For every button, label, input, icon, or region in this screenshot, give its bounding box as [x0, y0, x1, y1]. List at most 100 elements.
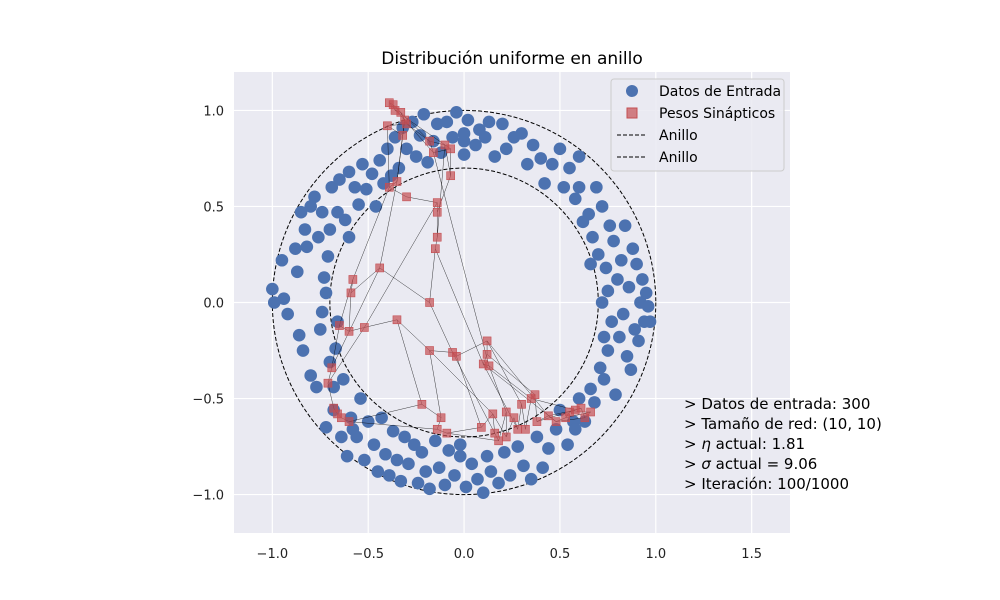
input-point: [329, 342, 342, 355]
input-point: [572, 180, 586, 194]
input-point: [457, 148, 471, 161]
weight-node: [452, 351, 461, 361]
input-point: [628, 323, 642, 336]
weight-edge: [348, 404, 422, 422]
input-point: [304, 200, 317, 213]
input-point: [315, 305, 329, 319]
input-point: [624, 363, 638, 377]
weight-edge: [525, 398, 532, 430]
input-point: [499, 142, 513, 156]
info-learning-rate-value: actual: 1.81: [710, 435, 806, 453]
x-tick-label: −0.5: [352, 547, 384, 562]
input-point: [601, 344, 615, 357]
input-point: [388, 131, 402, 144]
weight-node: [425, 346, 434, 355]
input-point: [613, 330, 626, 344]
input-point: [342, 230, 356, 244]
input-point: [586, 230, 599, 244]
weight-node: [482, 336, 492, 346]
weight-node: [580, 413, 590, 423]
info-learning-rate: > η actual: 1.81: [684, 434, 882, 454]
input-point: [616, 307, 630, 321]
input-point: [298, 223, 312, 236]
weight-edge: [486, 354, 536, 395]
input-point: [292, 328, 306, 342]
weight-node: [337, 413, 346, 423]
weight-node: [392, 177, 402, 186]
weight-edge: [406, 196, 438, 203]
weight-node: [482, 350, 492, 359]
weight-edge: [435, 248, 484, 365]
weight-edge: [379, 181, 398, 268]
weight-node: [521, 424, 530, 434]
input-point: [429, 434, 442, 448]
input-point: [545, 157, 559, 171]
input-point: [358, 453, 371, 467]
weight-node: [490, 428, 500, 438]
weight-edge: [327, 327, 365, 384]
weight-node: [375, 263, 385, 273]
weight-edge: [364, 202, 438, 328]
input-point: [333, 173, 346, 186]
input-point: [352, 198, 365, 211]
input-point: [450, 106, 463, 119]
input-point: [568, 422, 582, 436]
weight-edge: [364, 319, 398, 328]
weight-edge: [352, 187, 390, 280]
y-tick-label: −0.5: [192, 393, 224, 408]
input-point: [294, 205, 308, 219]
input-point: [595, 296, 609, 309]
weight-edge: [350, 267, 380, 294]
input-point: [632, 334, 645, 348]
weight-node: [396, 108, 406, 117]
weight-edge: [488, 365, 507, 413]
input-point: [335, 430, 348, 444]
input-point: [641, 300, 655, 313]
x-tick-label: 0.0: [454, 547, 475, 562]
input-point: [310, 380, 323, 394]
legend: Datos de Entrada Pesos Sinápticos Anillo…: [610, 78, 785, 172]
chart-title: Distribución uniforme en anillo: [381, 49, 642, 69]
input-point: [563, 161, 576, 175]
input-point: [530, 430, 544, 444]
input-point: [538, 177, 551, 190]
legend-label-ring-inner: Anillo: [659, 150, 698, 166]
input-point: [331, 205, 344, 219]
input-point: [321, 250, 335, 263]
weight-node: [551, 417, 561, 426]
input-point: [423, 482, 436, 496]
weight-node: [344, 327, 354, 336]
weight-node: [484, 361, 494, 371]
input-point: [639, 286, 653, 300]
input-point: [342, 165, 356, 179]
weight-node: [586, 407, 595, 417]
input-point: [503, 469, 517, 482]
weight-node: [425, 136, 434, 146]
input-point: [381, 142, 394, 156]
input-point: [417, 107, 431, 121]
weight-edge: [433, 152, 490, 366]
input-point: [319, 286, 333, 300]
weight-edge: [331, 267, 380, 368]
weight-node: [432, 232, 442, 242]
x-tick-label: 0.5: [550, 547, 571, 562]
weight-node: [513, 424, 523, 434]
input-point: [409, 150, 423, 163]
x-tick-label: 1.0: [645, 547, 666, 562]
input-point: [521, 157, 534, 171]
weight-edge: [348, 292, 352, 332]
input-point: [375, 411, 388, 425]
weight-node: [488, 409, 498, 419]
input-point: [440, 115, 454, 129]
input-point: [413, 129, 427, 142]
input-point: [590, 180, 603, 194]
legend-marker-input: [626, 85, 638, 97]
input-point: [517, 459, 530, 473]
input-point: [480, 449, 494, 463]
weight-edge: [429, 350, 494, 415]
input-point: [597, 373, 611, 386]
input-point: [588, 396, 601, 409]
input-point: [308, 190, 321, 204]
y-tick-label: −1.0: [192, 489, 224, 504]
input-point: [459, 480, 473, 494]
